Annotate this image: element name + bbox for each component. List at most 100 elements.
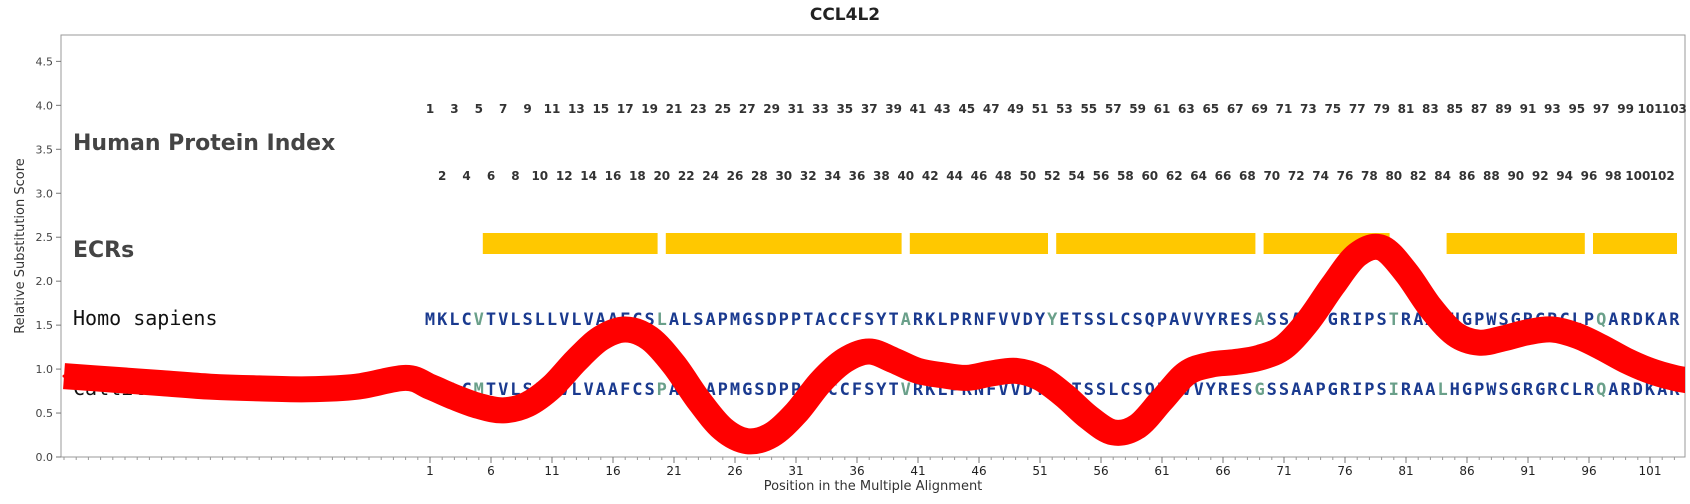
protein-index-label: 96 xyxy=(1581,169,1598,183)
protein-index-label: 98 xyxy=(1605,169,1622,183)
protein-index-label: 12 xyxy=(556,169,573,183)
protein-index-label: 60 xyxy=(1141,169,1158,183)
protein-index-label: 62 xyxy=(1166,169,1183,183)
residue-homo-sapiens: R xyxy=(1401,310,1412,330)
residue-homo-sapiens: L xyxy=(547,310,557,330)
substitution-score-point xyxy=(868,350,871,353)
protein-index-label: 92 xyxy=(1532,169,1549,183)
protein-index-label: 80 xyxy=(1385,169,1402,183)
x-tick-label: 31 xyxy=(788,464,803,478)
residue-homo-sapiens: L xyxy=(1108,310,1118,330)
residue-homo-sapiens: S xyxy=(693,310,703,330)
substitution-score-point xyxy=(1209,363,1212,366)
residue-homo-sapiens: A xyxy=(705,310,715,330)
x-tick-label: 46 xyxy=(971,464,986,478)
residue-homo-sapiens: Y xyxy=(876,310,887,330)
residue-callithrix-jacchus: G xyxy=(1254,380,1264,400)
residue-callithrix-jacchus: L xyxy=(1572,380,1582,400)
residue-callithrix-jacchus: I xyxy=(1352,380,1362,400)
residue-callithrix-jacchus: E xyxy=(1230,380,1240,400)
protein-index-label: 73 xyxy=(1300,102,1317,116)
ecr-bar xyxy=(1593,233,1677,254)
protein-index-label: 20 xyxy=(653,169,670,183)
substitution-score-point xyxy=(502,409,505,412)
residue-homo-sapiens: K xyxy=(925,310,936,330)
substitution-score-point xyxy=(599,337,602,340)
protein-index-label: 43 xyxy=(934,102,951,116)
residue-callithrix-jacchus: S xyxy=(1267,380,1277,400)
residue-homo-sapiens: V xyxy=(583,310,593,330)
residue-homo-sapiens: R xyxy=(1620,310,1631,330)
protein-index-label: 44 xyxy=(946,169,963,183)
protein-index-label: 74 xyxy=(1312,169,1329,183)
protein-index-label: 76 xyxy=(1337,169,1354,183)
protein-index-label: 33 xyxy=(812,102,829,116)
protein-index-label: 37 xyxy=(861,102,878,116)
residue-homo-sapiens: R xyxy=(1340,310,1351,330)
x-tick-label: 76 xyxy=(1337,464,1352,478)
residue-homo-sapiens: A xyxy=(1608,310,1618,330)
substitution-score-point xyxy=(892,359,895,362)
protein-index-label: 41 xyxy=(910,102,927,116)
residue-callithrix-jacchus: S xyxy=(1132,380,1142,400)
residue-homo-sapiens: C xyxy=(1120,310,1130,330)
protein-index-label: 21 xyxy=(666,102,683,116)
protein-index-label: 87 xyxy=(1471,102,1488,116)
protein-index-label: 11 xyxy=(544,102,561,116)
residue-homo-sapiens: S xyxy=(864,310,874,330)
residue-callithrix-jacchus: P xyxy=(657,380,667,400)
substitution-score-point xyxy=(160,382,163,385)
protein-index-label: 86 xyxy=(1459,169,1476,183)
residue-callithrix-jacchus: I xyxy=(1389,380,1399,400)
residue-callithrix-jacchus: C xyxy=(1120,380,1130,400)
substitution-score-point xyxy=(1258,356,1261,359)
residue-homo-sapiens: P xyxy=(779,310,789,330)
protein-index-label: 65 xyxy=(1202,102,1219,116)
protein-index-label: 66 xyxy=(1215,169,1232,183)
residue-homo-sapiens: M xyxy=(730,310,740,330)
residue-callithrix-jacchus: Q xyxy=(1596,380,1606,400)
protein-index-label: 4 xyxy=(462,169,470,183)
residue-callithrix-jacchus: S xyxy=(1279,380,1289,400)
x-tick-label: 101 xyxy=(1639,464,1662,478)
protein-index-label: 58 xyxy=(1117,169,1134,183)
x-tick-label: 6 xyxy=(487,464,495,478)
protein-index-label: 67 xyxy=(1227,102,1244,116)
residue-homo-sapiens: D xyxy=(1633,310,1643,330)
protein-index-label: 48 xyxy=(995,169,1012,183)
substitution-score-point xyxy=(1136,425,1139,428)
substitution-score-point xyxy=(1551,328,1554,331)
protein-index-label: 77 xyxy=(1349,102,1366,116)
substitution-score-point xyxy=(258,387,261,390)
substitution-score-point xyxy=(843,359,846,362)
ecr-bar xyxy=(1056,233,1255,254)
residue-homo-sapiens: A xyxy=(1169,310,1179,330)
residue-homo-sapiens: Q xyxy=(1596,310,1606,330)
substitution-score-point xyxy=(307,388,310,391)
residue-homo-sapiens: Y xyxy=(1035,310,1046,330)
protein-index-label: 55 xyxy=(1080,102,1097,116)
substitution-score-point xyxy=(624,328,627,331)
protein-index-label: 45 xyxy=(958,102,975,116)
substitution-score-point xyxy=(1087,416,1090,419)
protein-index-label: 84 xyxy=(1434,169,1451,183)
ecr-bar xyxy=(1447,233,1585,254)
x-tick-label: 1 xyxy=(426,464,434,478)
protein-index-label: 52 xyxy=(1044,169,1061,183)
residue-callithrix-jacchus: S xyxy=(644,380,654,400)
residue-homo-sapiens: A xyxy=(901,310,911,330)
protein-index-label: 8 xyxy=(511,169,519,183)
residue-homo-sapiens: E xyxy=(1059,310,1069,330)
protein-index-label: 28 xyxy=(751,169,768,183)
protein-index-label: 97 xyxy=(1593,102,1610,116)
chart-title: CCL4L2 xyxy=(810,5,880,25)
y-tick-label: 0.0 xyxy=(36,451,54,464)
protein-index-label: 42 xyxy=(922,169,939,183)
x-tick-label: 56 xyxy=(1093,464,1108,478)
residue-homo-sapiens: T xyxy=(1071,310,1081,330)
residue-homo-sapiens: L xyxy=(449,310,459,330)
substitution-score-point xyxy=(1356,253,1359,256)
residue-homo-sapiens: T xyxy=(1389,310,1399,330)
residue-homo-sapiens: P xyxy=(1474,310,1484,330)
